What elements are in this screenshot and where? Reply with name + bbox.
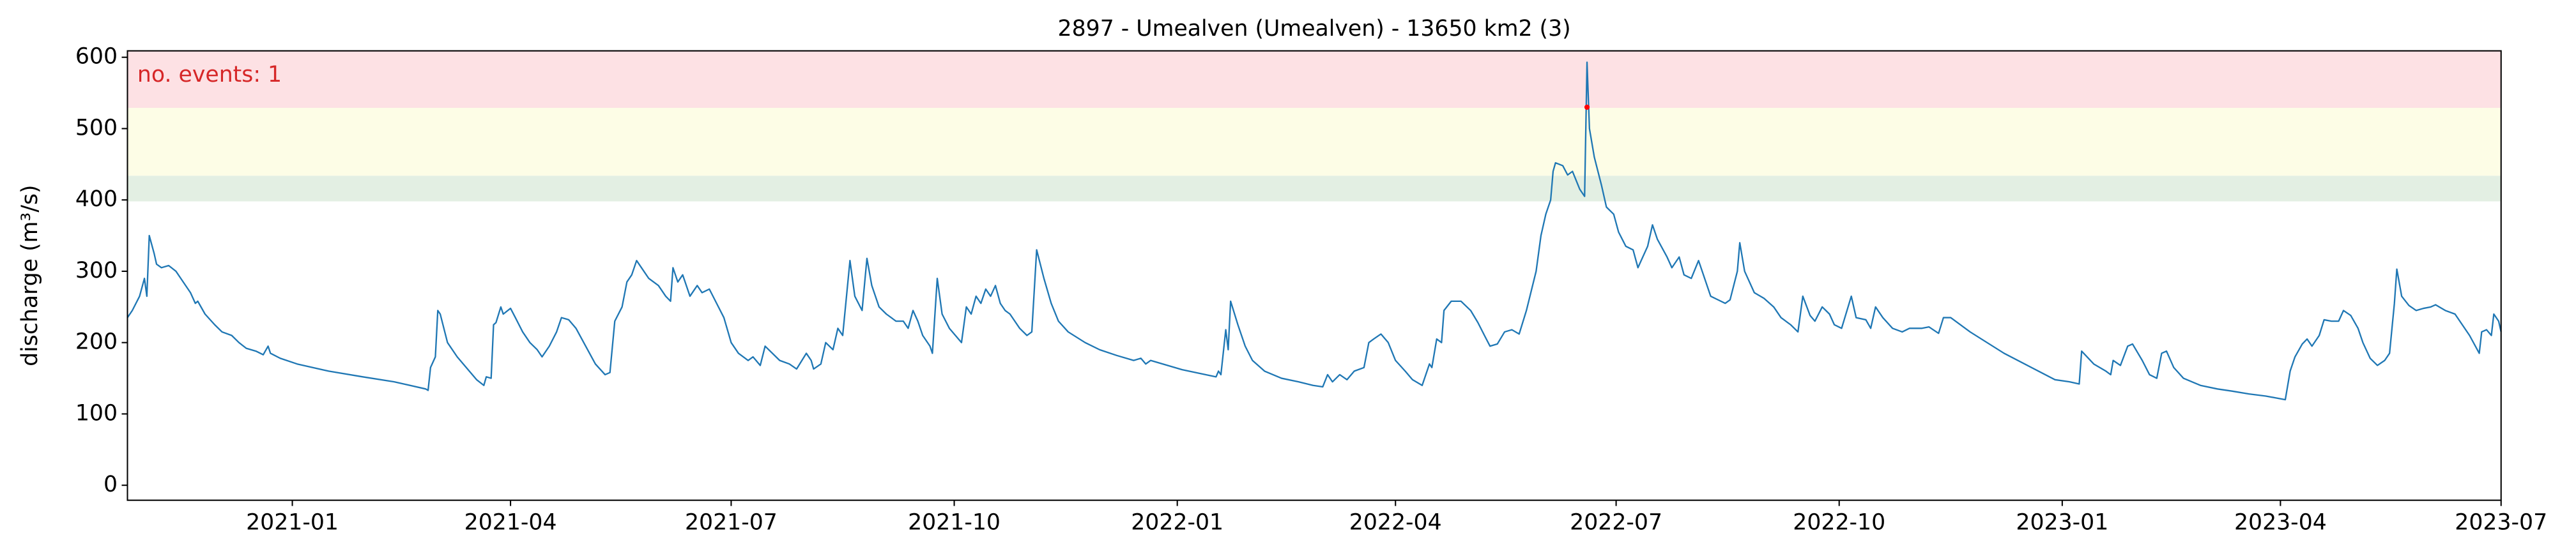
y-tick-label: 300	[75, 258, 118, 283]
x-tick-label: 2021-07	[685, 510, 778, 536]
x-tick-label: 2023-07	[2455, 510, 2547, 536]
y-axis-label: discharge (m³/s)	[17, 184, 43, 366]
x-tick-label: 2021-01	[246, 510, 339, 536]
y-tick-label: 0	[103, 472, 118, 497]
threshold-band	[127, 176, 2501, 202]
discharge-line	[126, 61, 2502, 401]
y-tick-label: 500	[75, 115, 118, 140]
x-tick-label: 2021-04	[464, 510, 557, 536]
event-marker	[1584, 104, 1590, 110]
y-tick-label: 100	[75, 400, 118, 426]
y-tick-label: 400	[75, 186, 118, 212]
x-tick-label: 2022-07	[1570, 510, 1662, 536]
y-tick-label: 600	[75, 44, 118, 70]
x-tick-label: 2023-04	[2234, 510, 2327, 536]
x-tick-label: 2021-10	[908, 510, 1000, 536]
threshold-band	[127, 50, 2501, 109]
chart-title: 2897 - Umealven (Umealven) - 13650 km2 (…	[1058, 16, 1571, 41]
x-tick-label: 2022-01	[1131, 510, 1223, 536]
x-tick-label: 2022-04	[1349, 510, 1442, 536]
threshold-band	[127, 108, 2501, 176]
x-tick-label: 2022-10	[1793, 510, 1885, 536]
event-count: no. events: 1	[137, 62, 282, 87]
x-tick-label: 2023-01	[2016, 510, 2108, 536]
plot-frame	[126, 50, 2502, 501]
y-tick-label: 200	[75, 329, 118, 355]
